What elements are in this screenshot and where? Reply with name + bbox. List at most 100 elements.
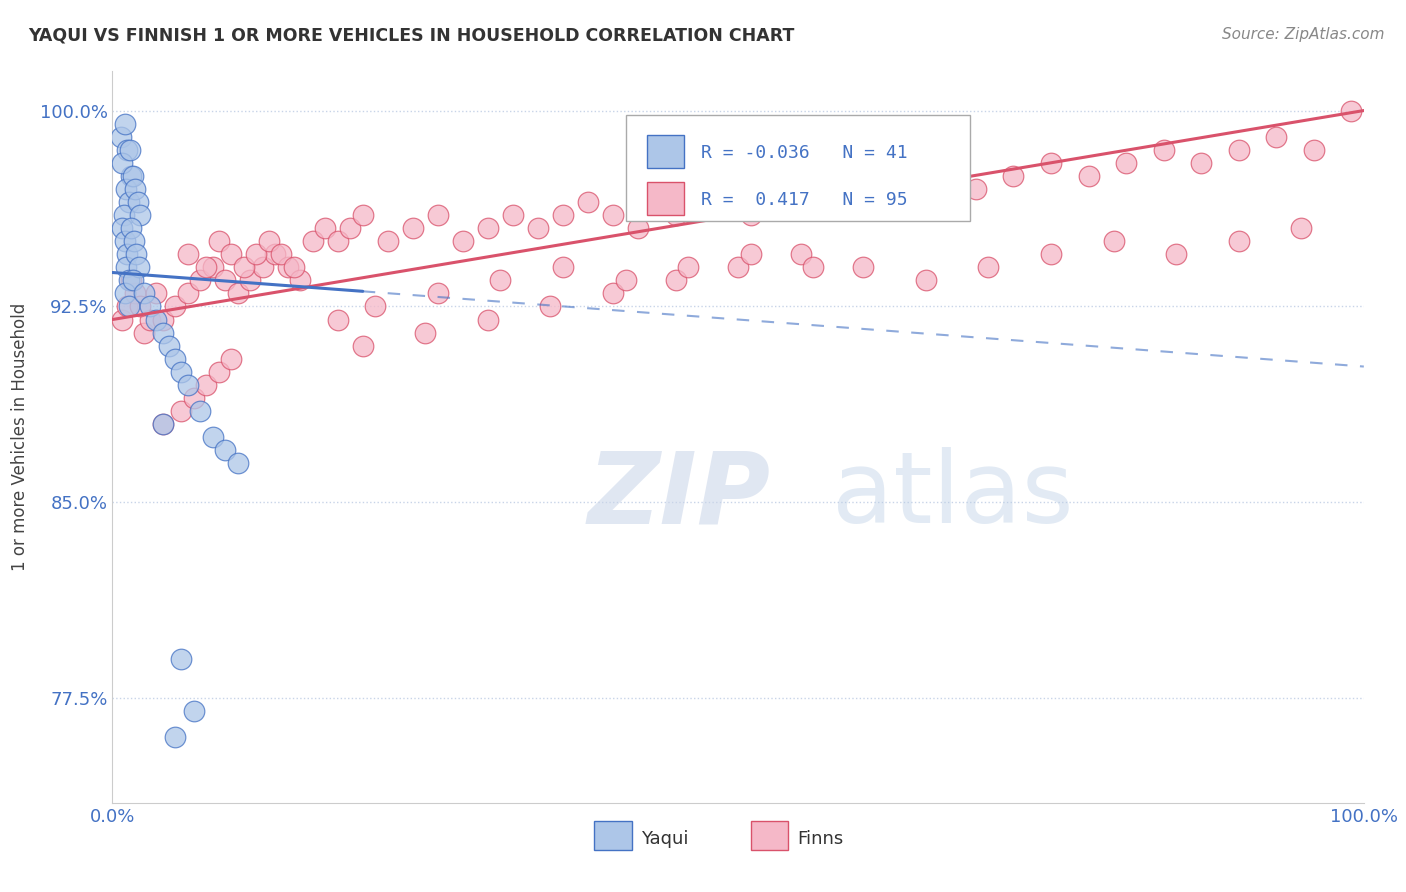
Point (120, 273, 142, 287)
Point (890, 182, 912, 196)
Point (290, 273, 312, 287)
Point (221, 247, 243, 261)
Point (124, 286, 146, 301)
Point (163, 351, 186, 366)
Point (301, 234, 323, 248)
Point (176, 286, 198, 301)
Text: ZIP: ZIP (588, 447, 770, 544)
Text: R =  0.417   N = 95: R = 0.417 N = 95 (700, 191, 907, 209)
Point (283, 260, 305, 275)
Point (170, 365, 193, 379)
Point (127, 194, 149, 209)
Point (1189, 155, 1212, 169)
Bar (647, 136, 685, 169)
Point (118, 273, 141, 287)
Text: atlas: atlas (832, 447, 1074, 544)
Point (118, 300, 141, 314)
Point (117, 143, 139, 157)
Point (121, 169, 143, 183)
Point (121, 273, 143, 287)
Point (129, 208, 152, 222)
Point (814, 182, 837, 196)
Point (245, 247, 267, 261)
Point (527, 221, 550, 235)
Point (118, 194, 141, 209)
Point (170, 652, 193, 666)
Point (114, 117, 136, 131)
Point (502, 208, 524, 222)
Point (145, 286, 167, 301)
Point (176, 377, 198, 392)
Point (1291, 221, 1313, 235)
Point (152, 417, 174, 431)
Point (1115, 155, 1137, 169)
Point (426, 208, 449, 222)
Point (364, 300, 387, 314)
Point (183, 391, 205, 405)
Point (195, 377, 218, 392)
Point (129, 300, 152, 314)
Point (915, 273, 938, 287)
Point (114, 286, 136, 301)
Point (201, 260, 224, 275)
Point (111, 221, 134, 235)
Point (977, 260, 1000, 275)
Point (152, 417, 174, 431)
Point (163, 300, 186, 314)
Text: Yaqui: Yaqui (641, 830, 688, 848)
Point (352, 208, 374, 222)
Point (111, 312, 134, 326)
Point (402, 221, 425, 235)
Point (1077, 169, 1099, 183)
Point (1039, 155, 1063, 169)
Point (664, 208, 686, 222)
Point (326, 234, 349, 248)
Point (145, 312, 167, 326)
Point (551, 208, 574, 222)
Point (214, 443, 236, 458)
Point (1039, 247, 1063, 261)
Point (132, 286, 155, 301)
Text: Source: ZipAtlas.com: Source: ZipAtlas.com (1222, 27, 1385, 42)
Bar (751, 821, 789, 850)
Point (157, 339, 180, 353)
FancyBboxPatch shape (626, 115, 970, 221)
Point (740, 208, 762, 222)
Point (226, 456, 249, 470)
Point (221, 351, 243, 366)
Point (163, 731, 186, 745)
Point (377, 234, 399, 248)
Point (120, 169, 142, 183)
Point (152, 312, 174, 326)
Point (270, 247, 292, 261)
Point (139, 312, 162, 326)
Point (208, 234, 231, 248)
Point (115, 182, 138, 196)
Point (111, 155, 134, 169)
Point (852, 260, 875, 275)
Point (852, 194, 875, 209)
Point (170, 404, 193, 418)
Point (1340, 103, 1362, 118)
Point (122, 234, 145, 248)
Point (614, 273, 637, 287)
Point (477, 221, 499, 235)
Point (117, 300, 139, 314)
Point (627, 221, 650, 235)
Point (128, 260, 150, 275)
Point (252, 260, 274, 275)
Point (214, 273, 236, 287)
Text: R = -0.036   N = 41: R = -0.036 N = 41 (700, 145, 907, 162)
Point (120, 221, 142, 235)
Text: YAQUI VS FINNISH 1 OR MORE VEHICLES IN HOUSEHOLD CORRELATION CHART: YAQUI VS FINNISH 1 OR MORE VEHICLES IN H… (28, 27, 794, 45)
Point (352, 339, 374, 353)
Point (965, 182, 987, 196)
Point (1164, 247, 1187, 261)
Point (110, 129, 132, 144)
Point (124, 182, 146, 196)
Point (801, 260, 824, 275)
Point (139, 300, 162, 314)
Point (477, 312, 499, 326)
Point (740, 247, 762, 261)
Point (339, 221, 361, 235)
